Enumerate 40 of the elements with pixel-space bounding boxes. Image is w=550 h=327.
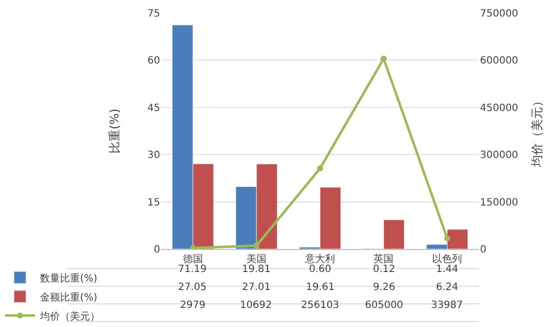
x-tick-label: 英国 [374, 253, 394, 265]
data-label: 27.01 [242, 282, 271, 293]
y-tick-label: 0 [154, 244, 160, 256]
y-tick-label: 60 [147, 56, 160, 67]
y2-tick-label: 150000 [480, 197, 518, 208]
legend-label: 均价（美元） [39, 310, 100, 322]
y2-tick-label: 0 [480, 244, 486, 256]
data-label: 1.44 [436, 264, 458, 275]
data-label: 605000 [365, 300, 404, 311]
data-label: 33987 [431, 300, 463, 311]
data-label: 10692 [240, 300, 272, 311]
y-tick-label: 15 [147, 197, 160, 208]
data-label: 256103 [301, 300, 340, 311]
point [253, 242, 260, 249]
y-tick-label: 45 [147, 102, 160, 114]
data-label: 6.24 [436, 282, 458, 293]
data-label: 19.81 [242, 264, 271, 275]
data-label: 19.61 [306, 282, 335, 293]
data-label: 71.19 [178, 264, 207, 275]
y-tick-label: 75 [147, 8, 160, 20]
y2-axis-title: 均价（美元） [530, 95, 544, 168]
data-label: 0.60 [309, 264, 332, 275]
y2-tick-label: 750000 [480, 8, 518, 20]
y-tick-label: 30 [147, 150, 160, 162]
x-tick-label: 以色列 [432, 253, 462, 265]
x-tick-label: 意大利 [304, 253, 336, 265]
legend-label: 金额比重(%) [40, 291, 98, 304]
data-label: 0.12 [373, 264, 396, 275]
data-label: 27.05 [178, 282, 207, 293]
y2-tick-label: 450000 [480, 102, 518, 114]
point [444, 235, 450, 242]
legend-label: 数量比重(%) [40, 272, 98, 284]
x-tick-label: 德国 [182, 254, 203, 265]
y2-tick-label: 600000 [480, 56, 518, 67]
point [317, 165, 324, 172]
y2-tick-label: 300000 [480, 150, 518, 162]
data-label: 9.26 [373, 282, 396, 293]
x-tick-label: 美国 [246, 253, 266, 265]
data-label: 2979 [180, 300, 206, 311]
y-axis-title: 比重(%) [108, 108, 122, 154]
